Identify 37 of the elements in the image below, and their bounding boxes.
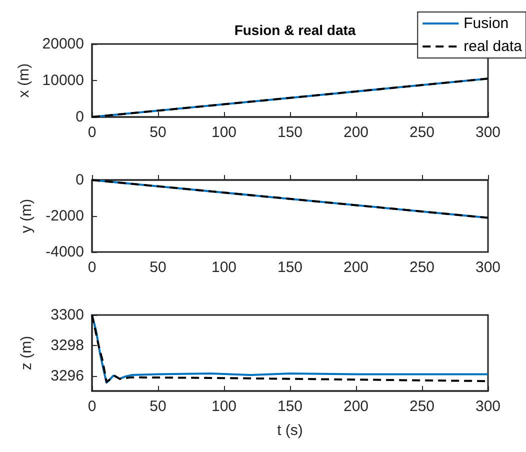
x-tick-label: 150 [277, 259, 303, 276]
x-tick-label: 250 [409, 124, 435, 141]
legend-label: real data [464, 38, 523, 55]
x-tick-label: 200 [343, 124, 369, 141]
y-tick-label: 3298 [50, 336, 84, 354]
x-axis-title: t (s) [277, 422, 303, 439]
x-tick-label: 150 [277, 398, 303, 415]
chart-title: Fusion & real data [234, 22, 356, 38]
x-tick-label: 300 [475, 124, 501, 141]
legend-label: Fusion [464, 15, 509, 32]
y-tick-label: 3300 [50, 306, 84, 324]
x-tick-label: 250 [409, 259, 435, 276]
x-tick-label: 200 [343, 398, 369, 415]
x-tick-label: 150 [277, 124, 303, 141]
y-axis-title: x (m) [15, 63, 32, 98]
x-tick-label: 0 [88, 398, 96, 415]
x-tick-label: 100 [211, 398, 237, 415]
x-tick-label: 250 [409, 398, 435, 415]
x-tick-label: 200 [343, 259, 369, 276]
x-tick-label: 50 [150, 398, 166, 415]
x-tick-label: 50 [150, 259, 166, 276]
y-tick-label: 0 [76, 108, 84, 126]
y-tick-label: 3296 [50, 367, 84, 384]
y-tick-label: -2000 [46, 208, 84, 224]
y-axis-title: y (m) [18, 198, 35, 234]
y-tick-label: 0 [76, 172, 84, 188]
x-tick-label: 0 [88, 259, 96, 276]
x-tick-label: 300 [475, 259, 501, 276]
y-tick-label: -4000 [46, 244, 84, 260]
x-tick-label: 100 [211, 259, 237, 276]
y-axis-title: z (m) [18, 336, 35, 370]
x-tick-label: 100 [211, 124, 237, 141]
y-tick-label: 10000 [42, 72, 84, 89]
x-tick-label: 0 [88, 124, 96, 141]
x-tick-label: 300 [475, 398, 501, 415]
y-tick-label: 20000 [42, 36, 84, 52]
x-tick-label: 50 [150, 124, 166, 141]
